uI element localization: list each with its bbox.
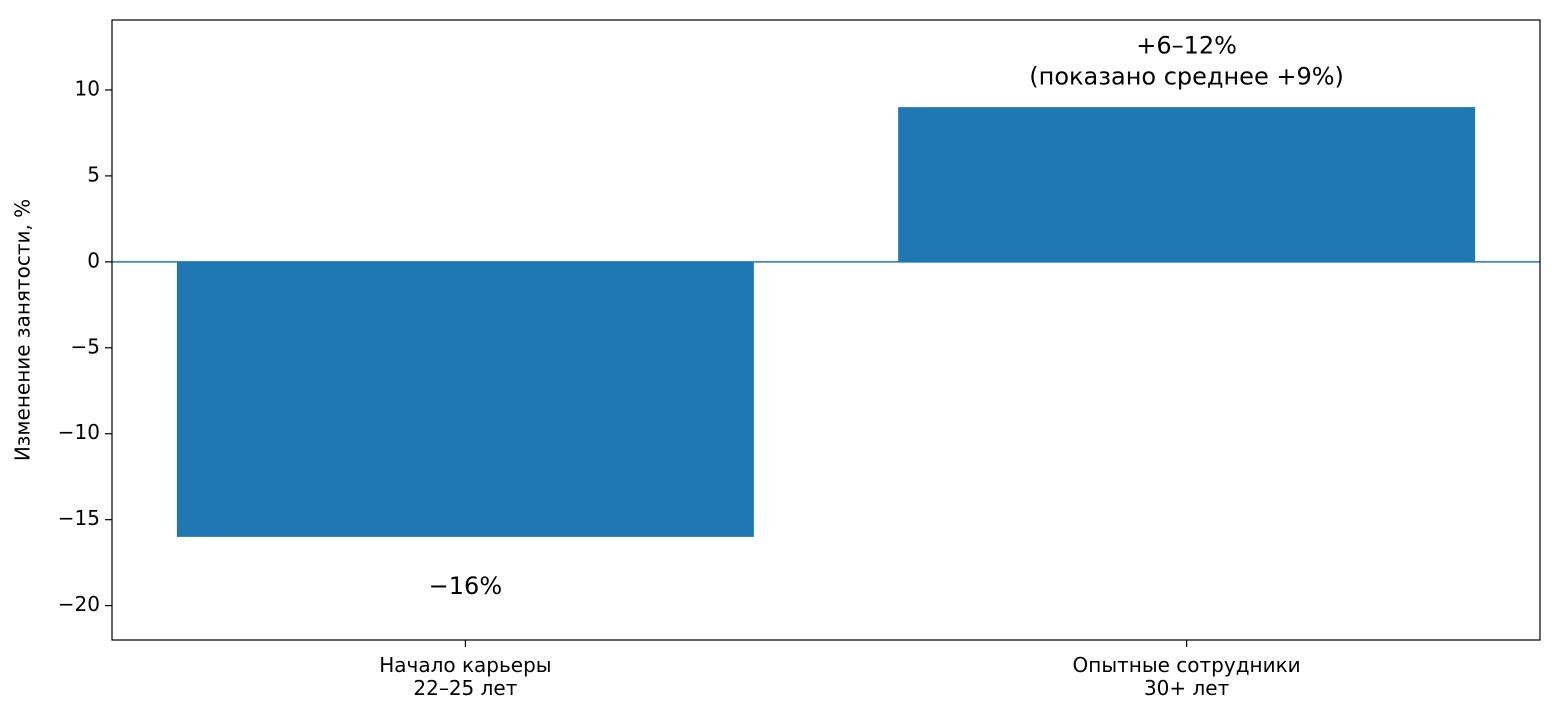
plot-frame [111, 19, 1541, 641]
x-tick-label: Опытные сотрудники 30+ лет [1072, 653, 1301, 700]
x-tick-label: Начало карьеры 22–25 лет [379, 653, 552, 700]
y-axis-label: Изменение занятости, % [11, 199, 35, 461]
y-tick-label: −5 [71, 334, 100, 358]
y-tick-label: 10 [75, 76, 100, 100]
value-label: −16% [428, 571, 503, 600]
value-label: +6–12% (показано среднее +9%) [1029, 31, 1344, 91]
y-tick-label: −15 [58, 506, 100, 530]
bar [176, 261, 754, 537]
y-tick-label: 0 [87, 248, 100, 272]
y-tick-label: −10 [58, 420, 100, 444]
y-tick-label: −20 [58, 592, 100, 616]
y-tick-label: 5 [87, 162, 100, 186]
bar [898, 107, 1476, 262]
